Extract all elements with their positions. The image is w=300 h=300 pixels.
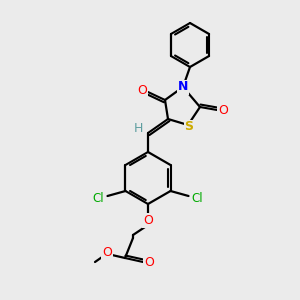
Text: N: N: [178, 80, 188, 94]
Text: Cl: Cl: [192, 191, 203, 205]
Text: Cl: Cl: [93, 191, 104, 205]
Text: O: O: [218, 103, 228, 116]
Text: H: H: [133, 122, 143, 136]
Text: O: O: [137, 83, 147, 97]
Text: S: S: [184, 121, 194, 134]
Text: O: O: [102, 245, 112, 259]
Text: O: O: [143, 214, 153, 226]
Text: O: O: [144, 256, 154, 268]
